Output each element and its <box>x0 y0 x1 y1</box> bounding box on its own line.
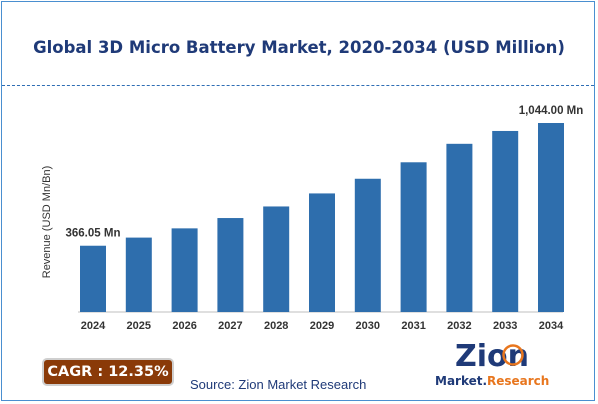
data-label-2034: 1,044.00 Mn <box>519 105 584 117</box>
title-divider <box>2 85 594 86</box>
data-labels: 366.05 Mn 1,044.00 Mn <box>66 105 584 240</box>
bar-2027 <box>217 218 244 312</box>
data-label-2024: 366.05 Mn <box>66 228 121 240</box>
logo-globe-icon <box>502 344 524 366</box>
y-axis-label: Revenue (USD Mn/Bn) <box>41 166 53 279</box>
cagr-badge: CAGR : 12.35% <box>42 358 174 386</box>
chart-title: Global 3D Micro Battery Market, 2020-203… <box>33 38 565 57</box>
x-tick-label-2031: 2031 <box>401 320 425 332</box>
x-tick-label-2026: 2026 <box>172 320 196 332</box>
bars-group <box>80 123 564 312</box>
x-tick-label-2025: 2025 <box>127 320 151 332</box>
bar-2029 <box>309 193 335 312</box>
x-tick-label-2028: 2028 <box>264 320 288 332</box>
x-tick-label-2033: 2033 <box>493 320 517 332</box>
x-tick-label-2024: 2024 <box>81 320 106 332</box>
cagr-text: CAGR : 12.35% <box>47 364 169 380</box>
x-tick-label-2029: 2029 <box>310 320 334 332</box>
zion-logo: Zion Market. Research <box>435 339 549 388</box>
bar-2024 <box>80 245 106 312</box>
logo-word-zion: Zion <box>455 339 529 374</box>
bar-2031 <box>400 162 427 312</box>
source-text: Source: Zion Market Research <box>190 377 367 392</box>
bar-2032 <box>446 143 473 312</box>
x-tick-label-2034: 2034 <box>539 320 564 332</box>
x-tick-label-2030: 2030 <box>356 320 380 332</box>
bar-2025 <box>125 237 152 312</box>
x-tick-label-2032: 2032 <box>447 320 471 332</box>
bar-2034 <box>538 123 564 312</box>
x-tick-label-2027: 2027 <box>218 320 242 332</box>
logo-word-research: Research <box>487 374 549 388</box>
bar-2030 <box>354 178 381 312</box>
x-tick-labels: 2024 2025 2026 2027 2028 2029 2030 2031 2032 2033… <box>81 320 564 332</box>
bar-2026 <box>171 228 198 312</box>
bar-2033 <box>492 130 519 312</box>
logo-word-market: Market. <box>435 374 487 388</box>
bar-2028 <box>263 206 290 312</box>
